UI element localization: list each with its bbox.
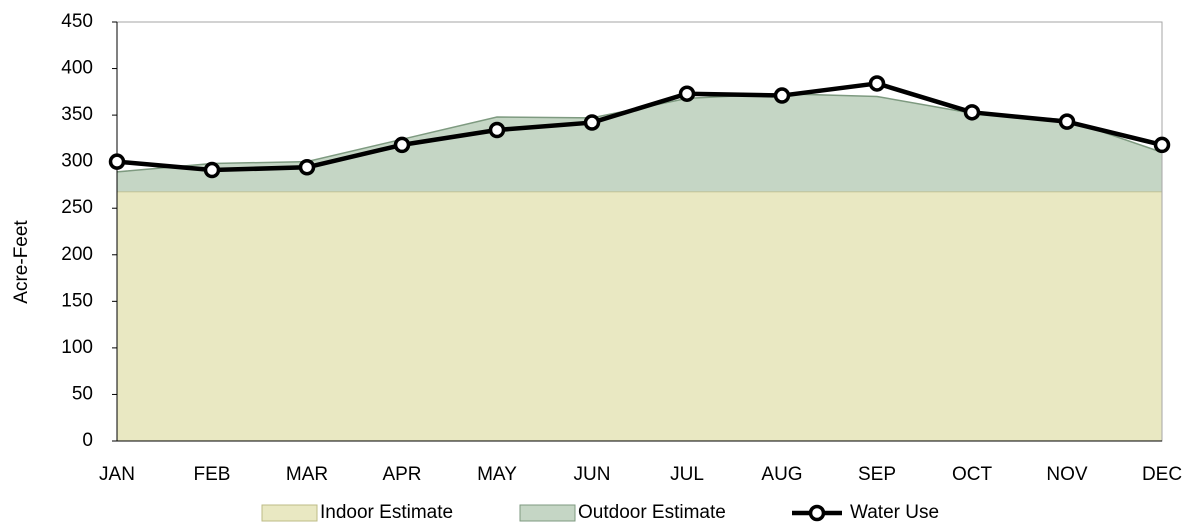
x-tick-label: MAY — [477, 464, 517, 485]
x-tick-label: JUL — [670, 464, 704, 485]
x-tick-label: DEC — [1142, 464, 1182, 485]
y-tick-label: 0 — [82, 430, 93, 451]
marker — [203, 161, 221, 179]
marker — [773, 87, 791, 104]
x-tick-label: JUN — [574, 464, 611, 485]
marker — [868, 75, 886, 92]
x-tick-label: JAN — [99, 464, 135, 485]
legend-label: Water Use — [850, 502, 939, 523]
area — [117, 93, 1162, 192]
y-tick-label: 400 — [61, 58, 93, 79]
y-tick-label: 50 — [72, 383, 93, 404]
x-tick-label: MAR — [286, 464, 328, 485]
line — [116, 81, 1163, 173]
x-tick-label: SEP — [858, 464, 896, 485]
marker — [678, 85, 696, 102]
x-tick-label: NOV — [1046, 464, 1088, 485]
y-tick-label: 300 — [61, 151, 93, 172]
x-tick-label: APR — [382, 464, 421, 485]
legend-label: Outdoor Estimate — [578, 502, 726, 523]
marker — [488, 121, 506, 139]
legend-swatch — [519, 504, 576, 522]
y-tick-label: 200 — [61, 244, 93, 265]
marker — [963, 104, 981, 121]
marker — [298, 159, 316, 176]
x-tick-label: FEB — [194, 464, 231, 485]
x-tick-label: OCT — [952, 464, 993, 485]
marker — [393, 136, 411, 154]
y-tick-label: 350 — [61, 104, 93, 125]
marker — [1058, 113, 1076, 130]
y-tick-label: 150 — [61, 290, 93, 311]
y-axis-label: Acre-Feet — [11, 220, 32, 304]
legend-swatch — [261, 504, 318, 522]
legend-marker — [808, 504, 826, 522]
marker — [583, 114, 601, 131]
marker — [1153, 136, 1171, 154]
legend-label: Indoor Estimate — [320, 502, 453, 523]
area — [117, 191, 1162, 441]
y-tick-label: 100 — [61, 337, 93, 358]
y-tick-label: 250 — [61, 197, 93, 218]
y-tick-label: 450 — [61, 11, 93, 32]
x-tick-label: AUG — [761, 464, 802, 485]
marker — [108, 153, 126, 170]
